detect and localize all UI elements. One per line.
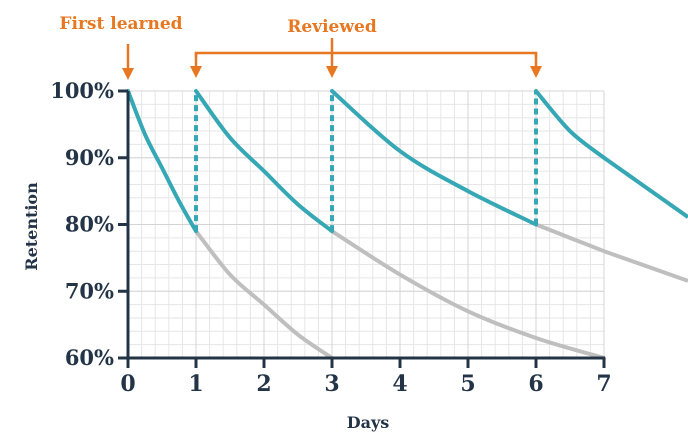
forgetting-curve-gray (534, 222, 606, 254)
x-tick-label: 0 (120, 371, 135, 397)
y-tick-label: 90% (65, 145, 114, 170)
reviewed-bracket (194, 51, 538, 57)
y-tick-label: 60% (65, 345, 114, 370)
x-tick-label: 2 (256, 371, 271, 397)
reviewed-arrow-head (530, 66, 542, 78)
forgetting-curve-gray (330, 229, 606, 360)
annotation-first-learned: First learned (59, 14, 182, 34)
retention-curve-teal-extension (602, 156, 688, 219)
axes: 60% 70% 80% 90% 100% 0 1 2 3 4 5 6 7 Days Retention (22, 78, 612, 432)
reviewed-arrow-head (326, 66, 338, 78)
x-tick-label: 4 (392, 371, 407, 397)
x-axis-title: Days (347, 413, 390, 432)
reviewed-arrow-head (190, 66, 202, 78)
annotations: First learned Reviewed (59, 14, 542, 80)
x-tick-label: 5 (460, 371, 475, 397)
x-tick-label: 3 (324, 371, 339, 397)
first-learned-arrow-head (122, 68, 134, 80)
x-tick-label: 1 (188, 371, 203, 397)
y-axis-title: Retention (22, 182, 41, 271)
y-tick-label: 100% (50, 78, 114, 103)
forgetting-curve-gray-extension (603, 249, 688, 283)
y-tick-label: 70% (65, 278, 114, 303)
retention-curve-teal (126, 89, 198, 234)
retention-curve-teal (534, 89, 606, 160)
x-tick-label: 6 (528, 371, 543, 397)
forgetting-curve-gray (194, 229, 334, 360)
y-tick-label: 80% (65, 212, 114, 237)
x-tick-label: 7 (596, 371, 611, 397)
retention-curve-teal (194, 89, 334, 234)
retention-curve-teal (330, 89, 538, 227)
annotation-reviewed: Reviewed (287, 17, 377, 37)
series-group (126, 89, 688, 360)
